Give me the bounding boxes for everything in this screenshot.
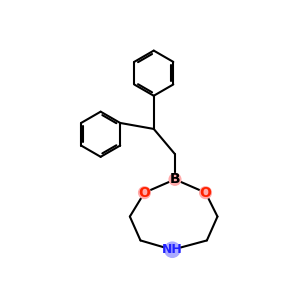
Text: NH: NH bbox=[162, 243, 183, 256]
Circle shape bbox=[200, 187, 212, 199]
Text: B: B bbox=[170, 172, 180, 186]
Text: O: O bbox=[200, 186, 211, 200]
Circle shape bbox=[139, 187, 150, 199]
Circle shape bbox=[169, 173, 181, 185]
Text: O: O bbox=[139, 186, 150, 200]
Circle shape bbox=[165, 242, 180, 257]
